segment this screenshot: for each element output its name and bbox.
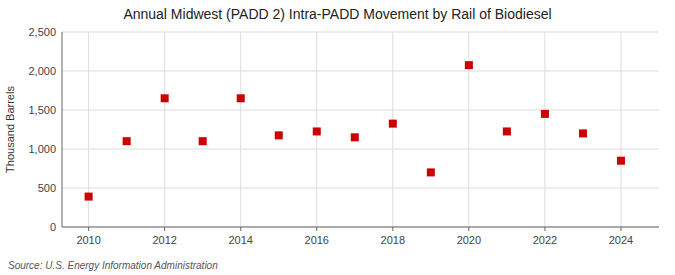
y-tick-label: 1,000 bbox=[28, 143, 56, 155]
point bbox=[617, 157, 625, 165]
x-grid-line bbox=[164, 32, 165, 227]
point bbox=[123, 137, 131, 145]
x-tick-label: 2024 bbox=[609, 234, 633, 246]
x-tick-label: 2022 bbox=[533, 234, 557, 246]
point bbox=[541, 110, 549, 118]
x-tick bbox=[392, 227, 393, 231]
point bbox=[161, 94, 169, 102]
y-tick-label: 1,500 bbox=[28, 104, 56, 116]
x-tick-label: 2010 bbox=[76, 234, 100, 246]
point bbox=[275, 131, 283, 139]
y-grid-line bbox=[62, 149, 659, 150]
y-axis-label: Thousand Barrels bbox=[4, 86, 16, 173]
y-tick-label: 500 bbox=[38, 182, 56, 194]
point bbox=[85, 193, 93, 201]
x-grid-line bbox=[240, 32, 241, 227]
x-tick bbox=[316, 227, 317, 231]
y-axis-line bbox=[62, 32, 63, 227]
point bbox=[427, 168, 435, 176]
x-tick-label: 2020 bbox=[457, 234, 481, 246]
y-grid-line bbox=[62, 32, 659, 33]
x-tick bbox=[164, 227, 165, 231]
x-tick bbox=[544, 227, 545, 231]
y-tick-label: 2,000 bbox=[28, 65, 56, 77]
y-grid-line bbox=[62, 110, 659, 111]
x-tick-label: 2014 bbox=[228, 234, 252, 246]
point bbox=[237, 94, 245, 102]
point bbox=[199, 137, 207, 145]
x-tick-label: 2016 bbox=[305, 234, 329, 246]
x-tick bbox=[240, 227, 241, 231]
y-tick-label: 0 bbox=[50, 221, 56, 233]
y-tick-label: 2,500 bbox=[28, 26, 56, 38]
x-tick-label: 2018 bbox=[381, 234, 405, 246]
point bbox=[503, 127, 511, 135]
x-tick bbox=[468, 227, 469, 231]
points bbox=[85, 61, 625, 200]
x-grid-line bbox=[544, 32, 545, 227]
grid bbox=[62, 32, 659, 227]
point bbox=[465, 61, 473, 69]
point bbox=[389, 120, 397, 128]
point bbox=[579, 129, 587, 137]
chart-container: Annual Midwest (PADD 2) Intra-PADD Movem… bbox=[0, 0, 675, 275]
chart-svg: Annual Midwest (PADD 2) Intra-PADD Movem… bbox=[0, 0, 675, 275]
x-tick bbox=[88, 227, 89, 231]
title: Annual Midwest (PADD 2) Intra-PADD Movem… bbox=[123, 6, 551, 22]
point bbox=[351, 133, 359, 141]
x-grid-line bbox=[620, 32, 621, 227]
y-grid-line bbox=[62, 188, 659, 189]
annotation: Source: U.S. Energy Information Administ… bbox=[8, 260, 218, 271]
y-grid-line bbox=[62, 227, 659, 228]
x-grid-line bbox=[392, 32, 393, 227]
point bbox=[313, 127, 321, 135]
x-tick bbox=[620, 227, 621, 231]
x-tick-label: 2012 bbox=[152, 234, 176, 246]
y-grid-line bbox=[62, 71, 659, 72]
x-axis-line bbox=[62, 227, 659, 228]
